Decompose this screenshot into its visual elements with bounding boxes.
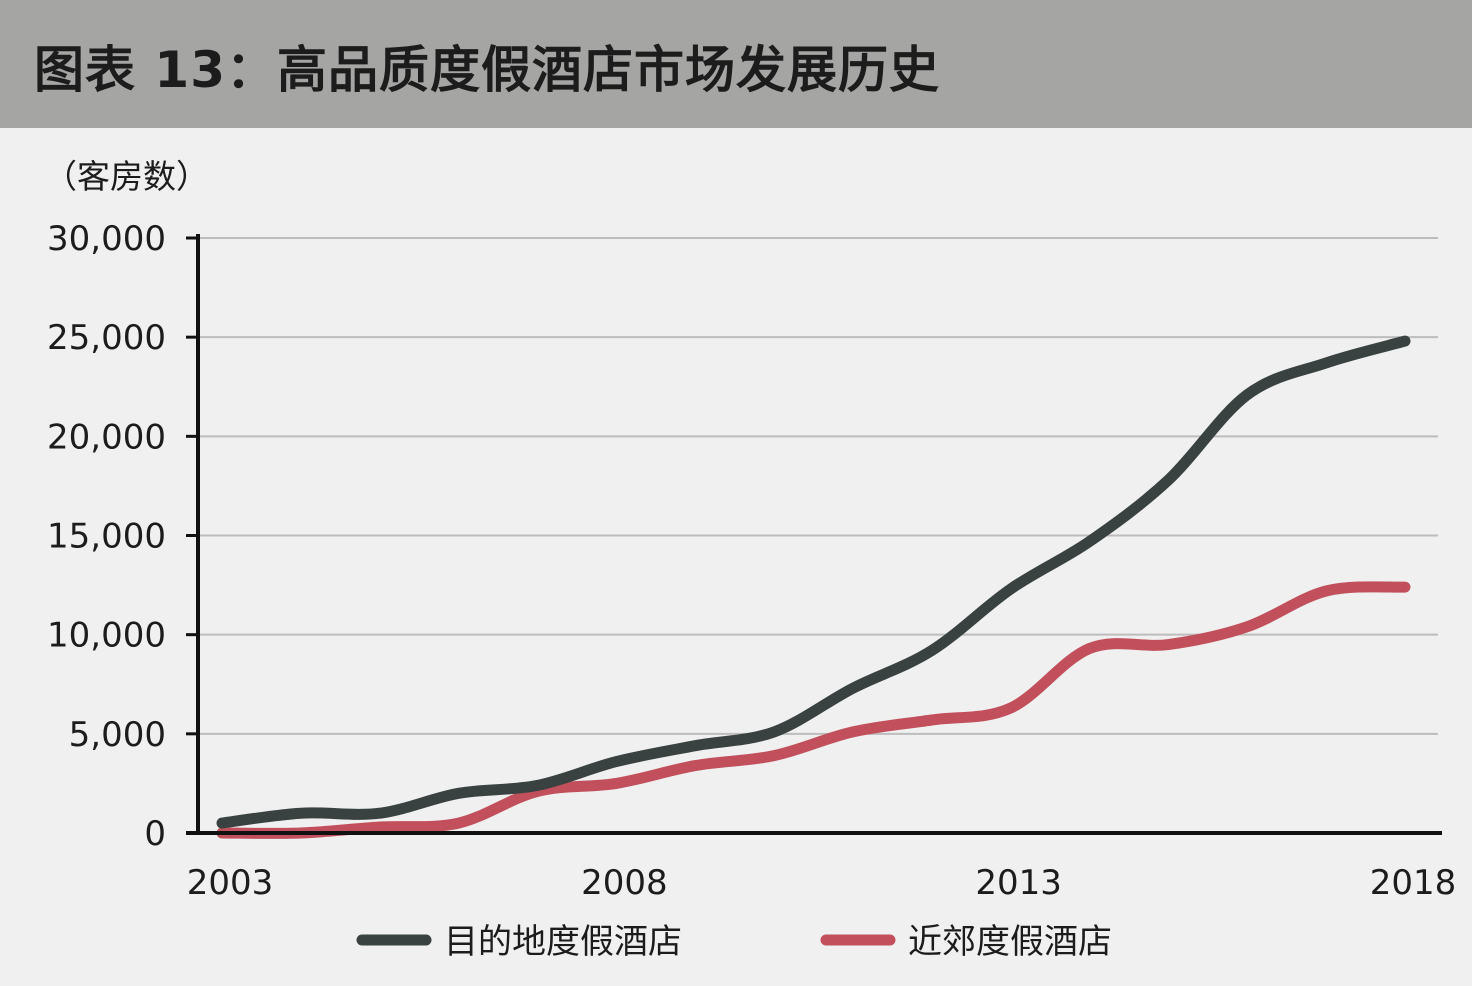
chart-title: 图表 13：高品质度假酒店市场发展历史 [34, 41, 940, 99]
gridlines [198, 237, 1438, 735]
y-tick-label-5: 25,000 [47, 318, 166, 358]
series-line-0 [216, 335, 1411, 829]
y-tick-label-1: 5,000 [69, 715, 166, 755]
x-tick-label-1: 2008 [581, 863, 668, 903]
title-banner: 图表 13：高品质度假酒店市场发展历史 [0, 0, 1472, 128]
x-tick-label-2: 2013 [975, 863, 1062, 903]
y-tick-label-6: 30,000 [47, 219, 166, 259]
axes [186, 234, 1442, 835]
legend-label-1: 近郊度假酒店 [908, 922, 1112, 962]
y-tick-label-4: 20,000 [47, 417, 166, 457]
series-lines [216, 335, 1411, 839]
y-tick-label-3: 15,000 [47, 517, 166, 557]
x-tick-label-0: 2003 [187, 863, 274, 903]
x-tick-labels: 2003 2008 2013 2018 [187, 863, 1457, 903]
y-axis-unit-label: （客房数） [44, 157, 209, 196]
legend-label-0: 目的地度假酒店 [444, 922, 682, 962]
y-tick-labels: 0 5,000 10,000 15,000 20,000 25,000 30,000 [47, 219, 166, 854]
legend: 目的地度假酒店 近郊度假酒店 [356, 922, 1112, 962]
x-tick-label-3: 2018 [1370, 863, 1457, 903]
y-tick-label-2: 10,000 [47, 616, 166, 656]
series-line-1 [216, 581, 1411, 839]
y-tick-label-0: 0 [144, 814, 166, 854]
